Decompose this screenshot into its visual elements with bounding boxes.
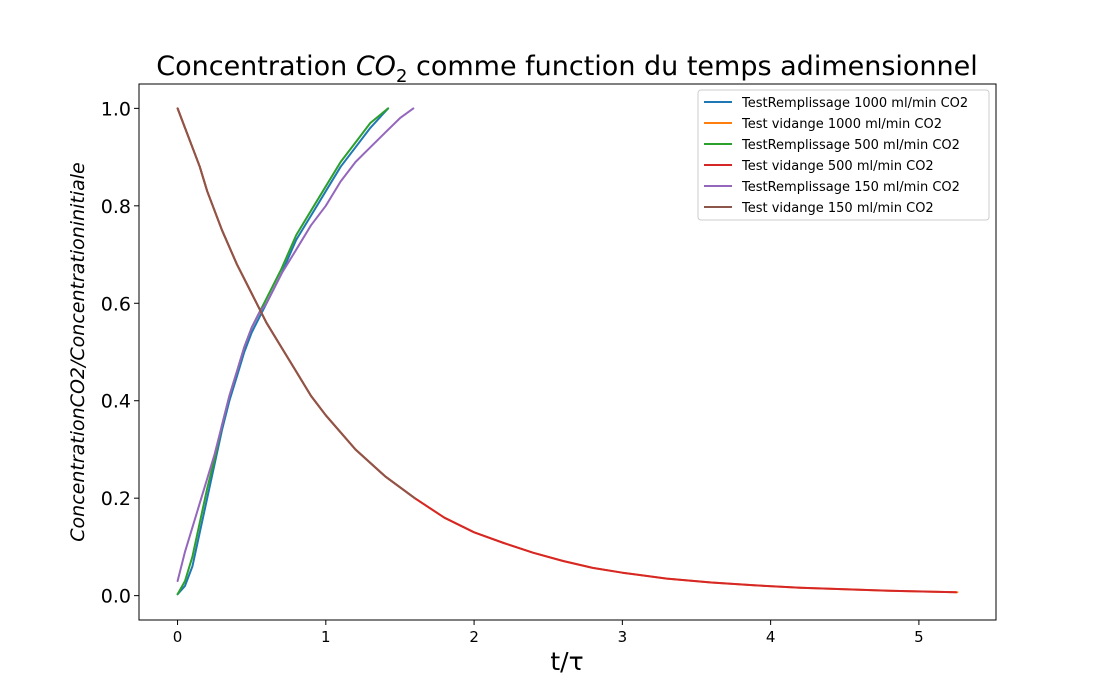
chart-title-subscript: 2 [396,66,407,87]
series-line-5 [176,107,415,582]
axes-frame [138,83,997,621]
legend-entry-label: TestRemplissage 1000 ml/min CO2 [741,96,968,111]
x-tick-label: 0 [173,628,183,646]
legend: TestRemplissage 1000 ml/min CO2 Test vida… [697,89,990,221]
y-tick-label: 0.0 [101,586,131,608]
y-tick-label: 0.6 [101,293,131,315]
x-tick-label: 2 [469,628,479,646]
chart-title-symbol: CO [356,51,396,82]
chart-title-rest: comme function du temps adimensionnel [407,51,977,82]
series-line-6 [176,107,416,500]
x-tick-label: 5 [914,628,924,646]
series-layer [176,107,959,596]
y-tick-label: 1.0 [101,98,131,120]
y-tick-label: 0.4 [101,391,131,413]
legend-entry-label: Test vidange 150 ml/min CO2 [741,201,934,216]
series-line-1 [176,107,390,596]
legend-entry-label: Test vidange 500 ml/min CO2 [741,159,934,174]
legend-entry-label: Test vidange 1000 ml/min CO2 [741,117,942,132]
x-axis-label: t/τ [550,647,583,676]
y-axis-label: ConcentrationCO2/Concentrationinitiale [67,162,89,541]
x-tick-label: 3 [618,628,628,646]
chart-title-main: Concentration [156,51,356,82]
y-tick-label: 0.8 [101,196,131,218]
legend-box [697,89,990,221]
x-tick-label: 4 [766,628,776,646]
chart-title: Concentration CO2 comme function du temp… [156,51,978,87]
plot-area: 0 1 2 3 4 5 0.0 0.2 0.4 0.6 0.8 1.0 [101,83,997,646]
x-axis-ticks: 0 1 2 3 4 5 [173,620,924,646]
legend-entry-label: TestRemplissage 500 ml/min CO2 [741,138,960,153]
legend-entry-label: TestRemplissage 150 ml/min CO2 [741,180,960,195]
y-axis-ticks: 0.0 0.2 0.4 0.6 0.8 1.0 [101,98,139,608]
x-tick-label: 1 [321,628,331,646]
y-tick-label: 0.2 [101,488,131,510]
